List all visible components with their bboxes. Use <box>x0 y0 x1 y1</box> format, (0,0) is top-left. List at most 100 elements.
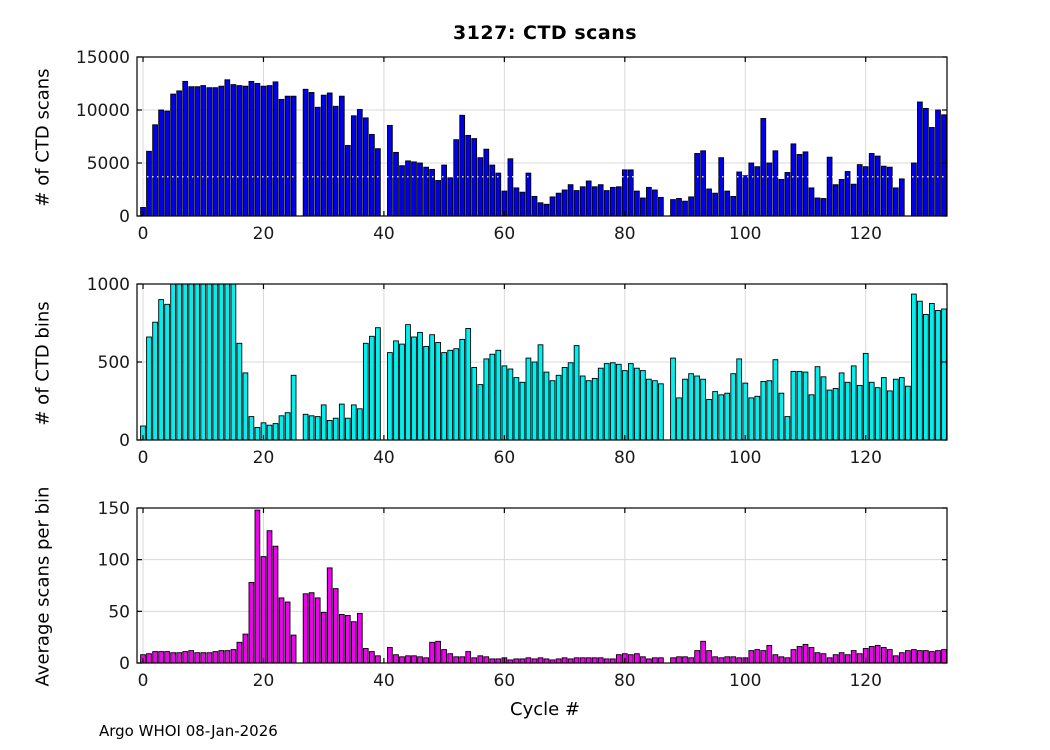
bar <box>471 657 478 664</box>
bar <box>507 368 514 441</box>
bar <box>911 649 917 664</box>
bar <box>441 649 447 664</box>
bar <box>531 361 538 441</box>
bar <box>543 203 550 217</box>
bar <box>838 178 845 217</box>
bar <box>688 373 694 441</box>
bar <box>826 657 833 664</box>
bar <box>320 94 327 217</box>
bar <box>194 283 201 441</box>
bar <box>405 324 411 441</box>
bar <box>230 84 237 217</box>
bar <box>682 378 688 441</box>
bar <box>676 656 682 664</box>
bar <box>164 110 170 217</box>
bar <box>393 151 399 217</box>
bar <box>411 336 417 441</box>
bar <box>459 656 466 664</box>
x-tick-label: 60 <box>494 224 516 244</box>
bar <box>501 365 508 441</box>
bar <box>326 420 333 441</box>
bar <box>194 652 201 664</box>
x-tick-label: 40 <box>373 224 395 244</box>
bar <box>266 424 273 441</box>
y-tick-label: 150 <box>98 499 130 519</box>
bar <box>905 385 911 441</box>
bar <box>272 545 279 664</box>
bar <box>567 658 574 664</box>
bar <box>405 160 411 217</box>
bar <box>152 124 158 217</box>
x-tick-label: 40 <box>373 448 395 468</box>
bar <box>591 186 598 217</box>
x-tick-label: 100 <box>729 224 761 244</box>
bar <box>862 352 869 441</box>
bar <box>718 657 725 664</box>
bar <box>212 651 219 664</box>
bar <box>248 416 255 441</box>
bar <box>627 363 634 441</box>
bar <box>766 380 773 441</box>
bar <box>802 151 809 217</box>
y-tick-label: 100 <box>98 551 130 571</box>
bar <box>670 199 676 217</box>
bar <box>284 601 291 664</box>
bar <box>676 198 682 217</box>
bar <box>447 349 454 441</box>
bar <box>603 190 610 217</box>
bar <box>640 370 646 441</box>
bar <box>736 171 743 217</box>
bar <box>429 641 435 664</box>
bar <box>700 640 706 664</box>
bar <box>176 652 183 664</box>
bar <box>224 283 231 441</box>
bar <box>206 652 213 664</box>
bar <box>712 656 718 664</box>
bar <box>796 646 803 664</box>
x-tick-label: 120 <box>849 671 881 691</box>
y-tick-label: 15000 <box>76 48 130 68</box>
bar <box>585 180 592 217</box>
bar <box>356 408 363 441</box>
bar <box>561 189 568 217</box>
bar <box>754 649 761 664</box>
y-tick-label: 500 <box>98 353 130 373</box>
bar <box>206 283 213 441</box>
bar <box>917 650 923 664</box>
bar <box>278 415 285 441</box>
bar <box>158 109 164 217</box>
bar <box>200 85 207 217</box>
bar <box>284 412 291 441</box>
bar <box>658 196 664 217</box>
bar <box>567 184 574 217</box>
bar <box>477 157 484 217</box>
bar <box>411 655 417 664</box>
x-tick-label: 80 <box>614 671 636 691</box>
bar <box>917 300 923 441</box>
bar <box>459 338 466 441</box>
bar <box>772 654 779 664</box>
bar <box>314 416 321 441</box>
bar <box>302 413 309 441</box>
bar <box>609 186 616 217</box>
bar <box>254 509 261 664</box>
bar <box>393 340 399 441</box>
bar <box>778 656 785 664</box>
avg-scans-per-bin-bars <box>140 509 947 664</box>
bar <box>597 184 604 217</box>
bar <box>519 191 526 217</box>
bar <box>513 377 520 441</box>
bar <box>820 653 827 664</box>
bar <box>218 85 225 217</box>
bar <box>634 190 640 217</box>
y-tick-label: 10000 <box>76 101 130 121</box>
x-tick-label: 60 <box>494 671 516 691</box>
bar <box>898 178 905 217</box>
tick-marks <box>137 507 947 664</box>
bar <box>417 656 423 664</box>
bar <box>417 162 423 217</box>
bar <box>477 384 484 441</box>
bar <box>712 391 718 441</box>
bar <box>766 644 773 664</box>
bar <box>778 178 785 217</box>
